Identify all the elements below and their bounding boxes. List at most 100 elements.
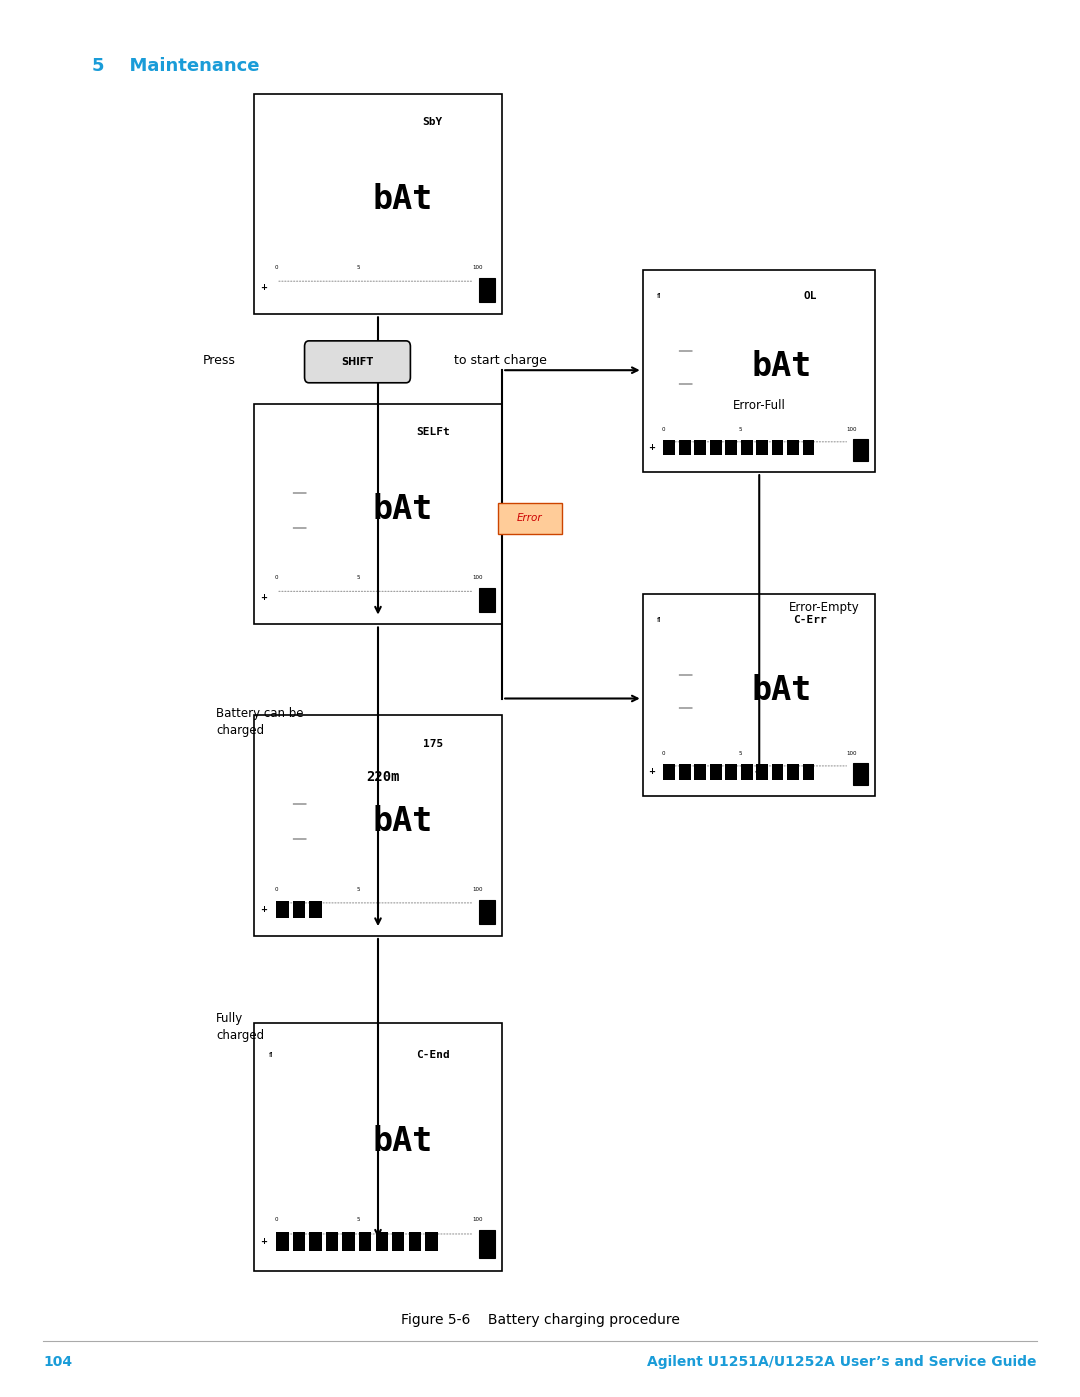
FancyBboxPatch shape <box>392 1232 405 1250</box>
FancyBboxPatch shape <box>663 440 675 455</box>
FancyBboxPatch shape <box>293 1232 306 1250</box>
FancyBboxPatch shape <box>772 764 783 780</box>
Text: 100: 100 <box>472 887 483 891</box>
Text: 0: 0 <box>274 887 278 891</box>
Text: —: — <box>291 831 307 847</box>
Text: 104: 104 <box>43 1355 72 1369</box>
Text: 0: 0 <box>662 426 665 432</box>
Text: C-End: C-End <box>416 1051 449 1060</box>
Text: 5: 5 <box>356 887 360 891</box>
Text: —: — <box>677 700 692 715</box>
FancyBboxPatch shape <box>710 764 721 780</box>
FancyBboxPatch shape <box>741 764 753 780</box>
Text: bAt: bAt <box>752 675 812 707</box>
Text: Figure 5-6    Battery charging procedure: Figure 5-6 Battery charging procedure <box>401 1313 679 1327</box>
Text: —: — <box>677 376 692 391</box>
FancyBboxPatch shape <box>772 440 783 455</box>
Text: C-Err: C-Err <box>793 615 826 624</box>
Text: Error: Error <box>516 513 542 524</box>
FancyBboxPatch shape <box>787 440 799 455</box>
Text: +: + <box>260 905 267 914</box>
Text: —: — <box>677 344 692 358</box>
Text: 100: 100 <box>472 576 483 580</box>
FancyBboxPatch shape <box>309 901 322 918</box>
FancyBboxPatch shape <box>305 341 410 383</box>
Text: bAt: bAt <box>373 493 433 527</box>
FancyBboxPatch shape <box>679 764 690 780</box>
FancyBboxPatch shape <box>276 1232 288 1250</box>
Text: 100: 100 <box>472 1217 483 1221</box>
FancyBboxPatch shape <box>254 94 502 314</box>
Text: Error-Full: Error-Full <box>733 398 785 412</box>
Text: 100: 100 <box>847 750 856 756</box>
Text: OL: OL <box>804 291 816 300</box>
FancyBboxPatch shape <box>426 1232 437 1250</box>
Text: 5: 5 <box>356 1217 360 1221</box>
Text: —: — <box>677 668 692 682</box>
Text: SHIFT: SHIFT <box>341 356 374 367</box>
FancyBboxPatch shape <box>726 440 737 455</box>
Text: 220m: 220m <box>366 770 400 784</box>
Text: 5: 5 <box>356 576 360 580</box>
FancyBboxPatch shape <box>254 715 502 936</box>
FancyBboxPatch shape <box>694 764 706 780</box>
FancyBboxPatch shape <box>478 900 495 923</box>
FancyBboxPatch shape <box>293 901 306 918</box>
FancyBboxPatch shape <box>853 439 868 461</box>
FancyBboxPatch shape <box>478 588 495 612</box>
Text: +: + <box>648 443 656 453</box>
FancyBboxPatch shape <box>359 1232 372 1250</box>
FancyBboxPatch shape <box>643 270 875 472</box>
FancyBboxPatch shape <box>756 764 768 780</box>
Text: +: + <box>260 1236 267 1246</box>
Text: 0: 0 <box>274 265 278 270</box>
Text: +: + <box>260 284 267 292</box>
Text: —: — <box>291 485 307 500</box>
FancyBboxPatch shape <box>694 440 706 455</box>
FancyBboxPatch shape <box>309 1232 322 1250</box>
FancyBboxPatch shape <box>408 1232 421 1250</box>
FancyBboxPatch shape <box>679 440 690 455</box>
Text: +: + <box>648 767 656 777</box>
Text: Error-Empty: Error-Empty <box>788 601 860 615</box>
FancyBboxPatch shape <box>478 278 495 302</box>
Text: bAt: bAt <box>373 183 433 217</box>
Text: 5    Maintenance: 5 Maintenance <box>92 57 259 74</box>
Text: bAt: bAt <box>752 351 812 383</box>
FancyBboxPatch shape <box>478 1231 495 1257</box>
FancyBboxPatch shape <box>643 594 875 796</box>
FancyBboxPatch shape <box>853 763 868 785</box>
FancyBboxPatch shape <box>741 440 753 455</box>
Text: 5: 5 <box>739 750 742 756</box>
FancyBboxPatch shape <box>756 440 768 455</box>
FancyBboxPatch shape <box>802 764 814 780</box>
FancyBboxPatch shape <box>726 764 737 780</box>
Text: 0: 0 <box>662 750 665 756</box>
Text: 0: 0 <box>274 1217 278 1221</box>
Text: SbY: SbY <box>422 117 443 127</box>
Text: 5: 5 <box>356 265 360 270</box>
Text: SELFt: SELFt <box>416 427 449 437</box>
FancyBboxPatch shape <box>326 1232 338 1250</box>
Text: +: + <box>260 594 267 602</box>
Text: Agilent U1251A/U1252A User’s and Service Guide: Agilent U1251A/U1252A User’s and Service… <box>647 1355 1037 1369</box>
Text: fl: fl <box>657 617 661 623</box>
FancyBboxPatch shape <box>710 440 721 455</box>
FancyBboxPatch shape <box>342 1232 355 1250</box>
Text: bAt: bAt <box>373 805 433 838</box>
Text: 175: 175 <box>422 739 443 749</box>
FancyBboxPatch shape <box>254 404 502 624</box>
FancyBboxPatch shape <box>787 764 799 780</box>
FancyBboxPatch shape <box>802 440 814 455</box>
Text: —: — <box>291 520 307 535</box>
FancyBboxPatch shape <box>498 503 562 534</box>
Text: 100: 100 <box>847 426 856 432</box>
Text: 5: 5 <box>739 426 742 432</box>
Text: Battery can be
charged: Battery can be charged <box>216 707 303 738</box>
Text: —: — <box>291 796 307 812</box>
Text: fl: fl <box>269 1052 273 1058</box>
Text: bAt: bAt <box>373 1126 433 1158</box>
Text: to start charge: to start charge <box>454 353 546 367</box>
FancyBboxPatch shape <box>276 901 288 918</box>
Text: 100: 100 <box>472 265 483 270</box>
